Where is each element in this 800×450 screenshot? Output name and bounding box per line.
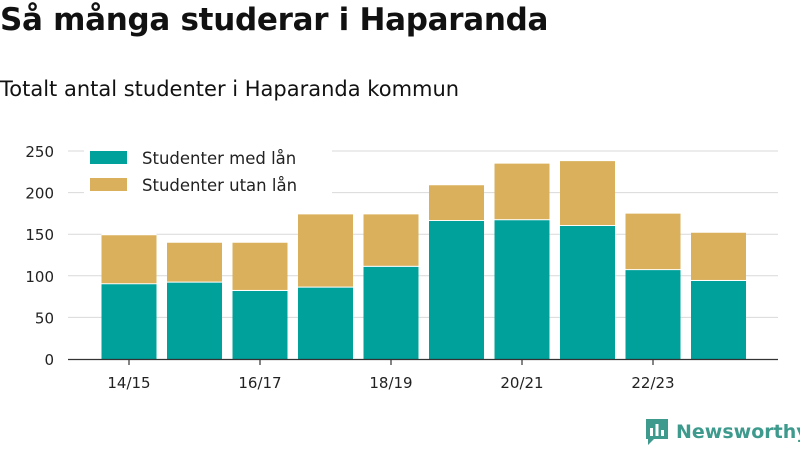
bar-segment — [626, 269, 681, 359]
bar-segment — [364, 266, 419, 359]
bar-segment — [167, 282, 222, 359]
legend-swatch — [90, 151, 127, 164]
brand-name: Newsworthy — [676, 421, 800, 443]
bar-segment — [429, 184, 484, 220]
bar-segment — [429, 220, 484, 359]
x-tick-label: 14/15 — [107, 374, 150, 392]
y-tick-label: 150 — [25, 226, 54, 244]
bar-segment — [691, 232, 746, 280]
bar-segment — [364, 213, 419, 265]
bar-segment — [691, 280, 746, 359]
newsworthy-logo: Newsworthy — [645, 418, 800, 446]
y-tick-label: 100 — [25, 268, 54, 286]
bar-segment — [102, 283, 157, 359]
bar-segment — [298, 213, 353, 286]
bar-segment — [233, 242, 288, 290]
bar-segment — [560, 160, 615, 225]
y-tick-label: 250 — [25, 143, 54, 161]
stacked-bar-chart: 0 50 100 150 200 250 14/15 16/17 18/19 20/21 22/23… — [0, 0, 800, 450]
legend-label: Studenter med lån — [142, 149, 296, 168]
bar-segment — [495, 219, 550, 359]
bar-segment — [298, 287, 353, 359]
y-tick-label: 50 — [35, 309, 54, 327]
bar-segment — [167, 242, 222, 282]
x-tick-label: 18/19 — [369, 374, 412, 392]
bar-segment — [626, 213, 681, 270]
y-tick-label: 200 — [25, 185, 54, 203]
x-tick-label: 22/23 — [631, 374, 674, 392]
bar-segment — [560, 225, 615, 359]
legend-label: Studenter utan lån — [142, 176, 297, 195]
bar-segment — [495, 163, 550, 220]
legend-swatch — [90, 178, 127, 191]
bar-segment — [233, 290, 288, 359]
bar-segment — [102, 234, 157, 283]
x-tick-label: 20/21 — [500, 374, 543, 392]
newsworthy-icon — [645, 418, 669, 446]
y-tick-label: 0 — [44, 351, 54, 369]
x-tick-label: 16/17 — [238, 374, 281, 392]
